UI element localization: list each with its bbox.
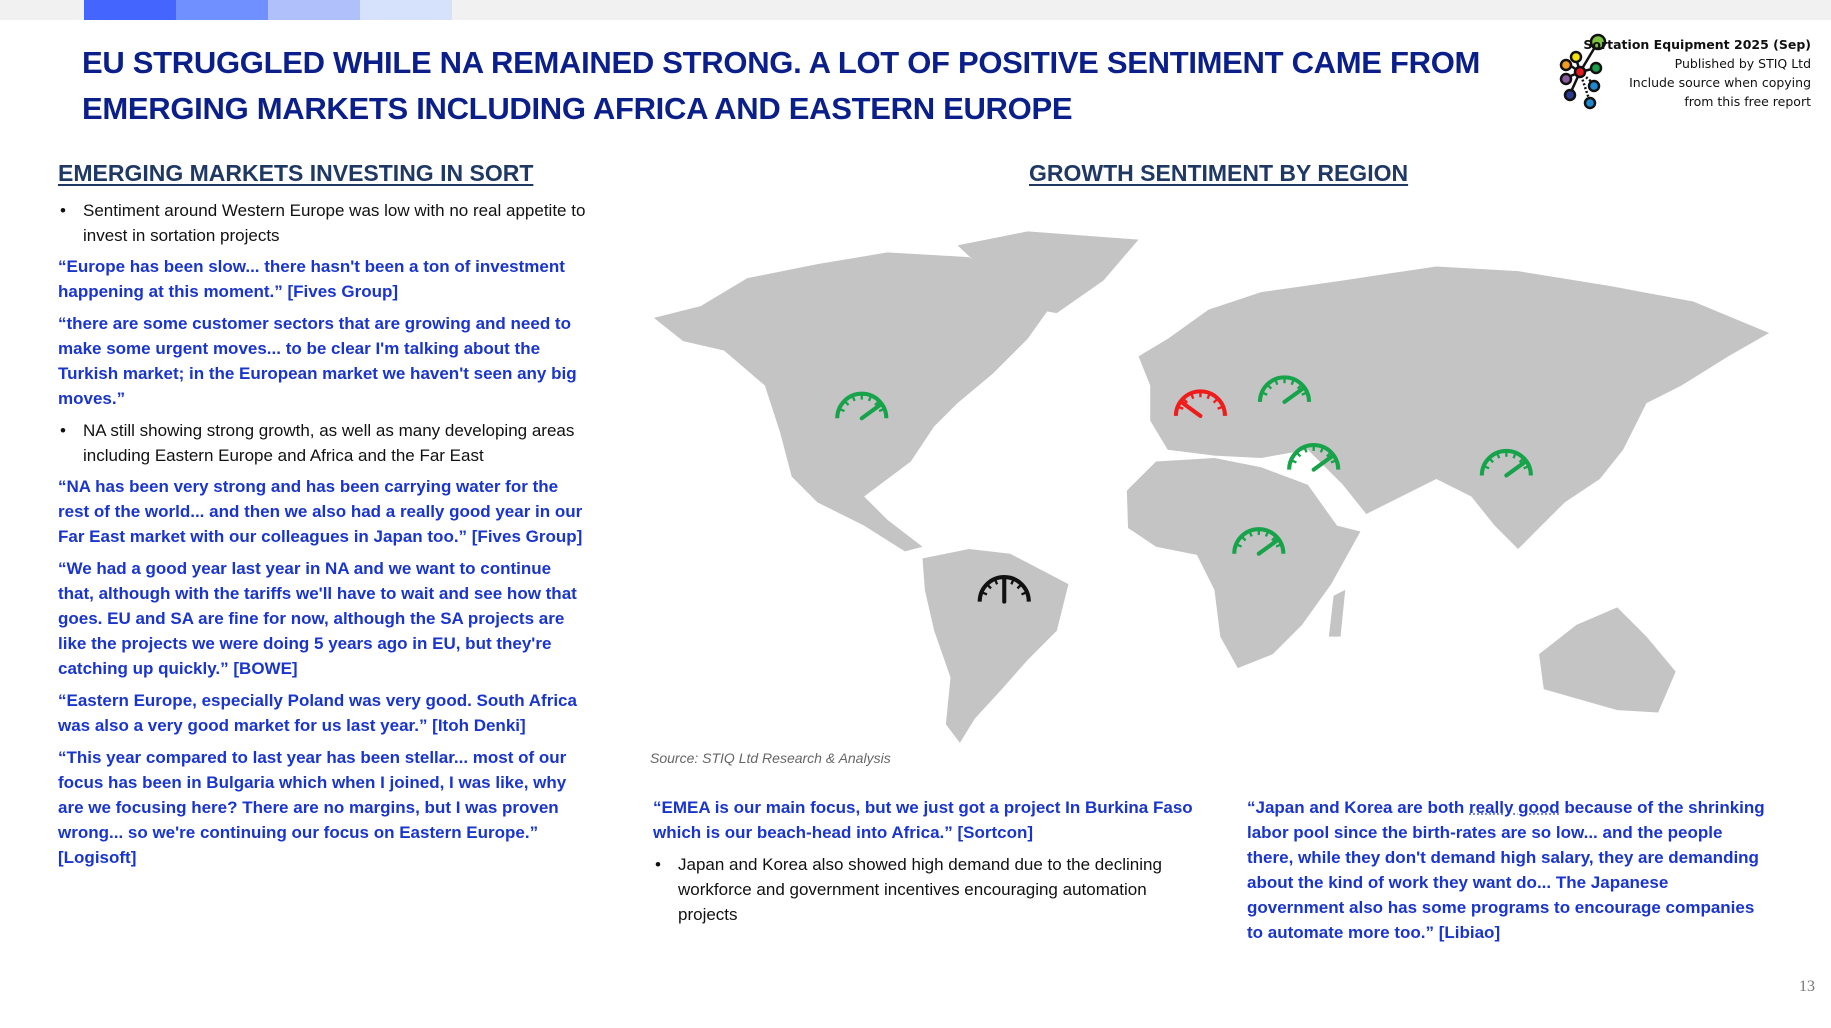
middle-column: “EMEA is our main focus, but we just got… [653, 795, 1193, 933]
south-america [922, 549, 1069, 743]
quote: “Eastern Europe, especially Poland was v… [58, 691, 577, 735]
quote-text-marked: really good [1469, 798, 1560, 817]
top-accent-bar [0, 0, 1831, 20]
map-heading: GROWTH SENTIMENT BY REGION [1029, 160, 1409, 186]
speedometer-icon [1479, 448, 1533, 478]
quote: “NA has been very strong and has been ca… [58, 477, 583, 546]
right-column: “Japan and Korea are both really good be… [1247, 795, 1767, 952]
published-by: Published by STIQ Ltd [1674, 56, 1811, 71]
quote-text: “Japan and Korea are both [1247, 798, 1469, 817]
report-name: Sortation Equipment 2025 (Sep) [1583, 37, 1811, 52]
gauge-needle [1282, 386, 1305, 404]
quote: “This year compared to last year has bee… [58, 748, 567, 867]
gauge-needle [1311, 454, 1334, 472]
gauge-needle [1504, 460, 1527, 478]
quote: “EMEA is our main focus, but we just got… [653, 798, 1193, 842]
quote: “there are some customer sectors that ar… [58, 314, 577, 408]
title-line: EMERGING MARKETS INCLUDING AFRICA AND EA… [82, 91, 1073, 126]
bullet-point: Sentiment around Western Europe was low … [58, 198, 586, 248]
title-line: EU STRUGGLED WHILE NA REMAINED STRONG. A… [82, 45, 1481, 80]
speedometer-icon [1287, 443, 1341, 472]
australia [1539, 607, 1676, 713]
publisher-note: Sortation Equipment 2025 (Sep) Published… [1583, 35, 1811, 111]
gauge-needle [1180, 400, 1203, 418]
africa [1126, 457, 1361, 669]
accent-segment [360, 0, 452, 20]
gauge-needle [859, 403, 882, 421]
accent-segment [84, 0, 176, 20]
accent-segment [176, 0, 268, 20]
page-number: 13 [1799, 978, 1815, 995]
copy-note: Include source when copying [1629, 75, 1811, 90]
greenland [957, 231, 1139, 314]
copy-note: from this free report [1684, 94, 1811, 109]
quote: “We had a good year last year in NA and … [58, 559, 577, 678]
left-heading: EMERGING MARKETS INVESTING IN SORT [58, 160, 534, 186]
quote: “Japan and Korea are both really good be… [1247, 795, 1767, 945]
bullet-point: NA still showing strong growth, as well … [58, 418, 586, 468]
left-column: Sentiment around Western Europe was low … [58, 198, 586, 877]
speedometer-icon [1257, 375, 1312, 404]
stiq-logo-icon [1559, 33, 1607, 110]
page-title: EU STRUGGLED WHILE NA REMAINED STRONG. A… [82, 40, 1480, 132]
gauge-needle [1256, 538, 1279, 556]
north-america [653, 252, 1051, 552]
speedometer-icon [1232, 527, 1286, 556]
accent-segment [268, 0, 360, 20]
speedometer-icon [1173, 389, 1227, 418]
quote: “Europe has been slow... there hasn't be… [58, 257, 565, 301]
quote-text: because of the shrinking labor pool sinc… [1247, 798, 1765, 942]
eurasia [1138, 266, 1770, 550]
speedometer-icon [835, 391, 889, 421]
source-note: Source: STIQ Ltd Research & Analysis [650, 750, 891, 766]
madagascar [1328, 589, 1346, 637]
bullet-point: Japan and Korea also showed high demand … [653, 852, 1193, 927]
speedometer-icon [977, 575, 1031, 604]
